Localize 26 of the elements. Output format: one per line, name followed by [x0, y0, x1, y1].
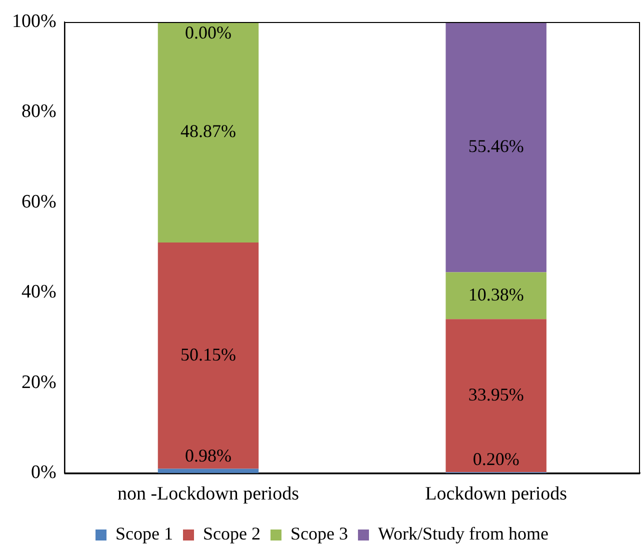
data-label: 33.95%	[468, 384, 524, 404]
legend-label: Work/Study from home	[378, 524, 549, 544]
bar	[158, 242, 259, 469]
legend-label: Scope 1	[116, 524, 173, 544]
bar	[446, 319, 546, 472]
bar	[158, 22, 259, 242]
data-label: 48.87%	[180, 120, 236, 141]
y-tick-label: 80%	[22, 101, 56, 122]
data-label: 0.20%	[472, 449, 520, 470]
y-tick-label: 100%	[12, 10, 56, 32]
bar	[446, 272, 546, 320]
y-tick-label: 60%	[22, 191, 56, 212]
y-tick-label: 40%	[22, 282, 56, 303]
y-tick-label: 0%	[31, 462, 56, 484]
y-tick-label: 20%	[22, 372, 56, 393]
bar	[158, 468, 259, 474]
data-label: 10.38%	[468, 284, 524, 304]
data-label: 55.46%	[468, 136, 524, 156]
data-label: 50.15%	[180, 344, 236, 364]
x-tick-label: non -Lockdown periods	[117, 484, 300, 505]
data-label: 0.00%	[184, 22, 232, 43]
legend-label: Scope 3	[290, 524, 348, 544]
data-label: 0.98%	[184, 446, 232, 466]
x-tick-label: Lockdown periods	[425, 484, 568, 505]
legend-label: Scope 2	[202, 524, 260, 544]
bar	[446, 22, 546, 272]
